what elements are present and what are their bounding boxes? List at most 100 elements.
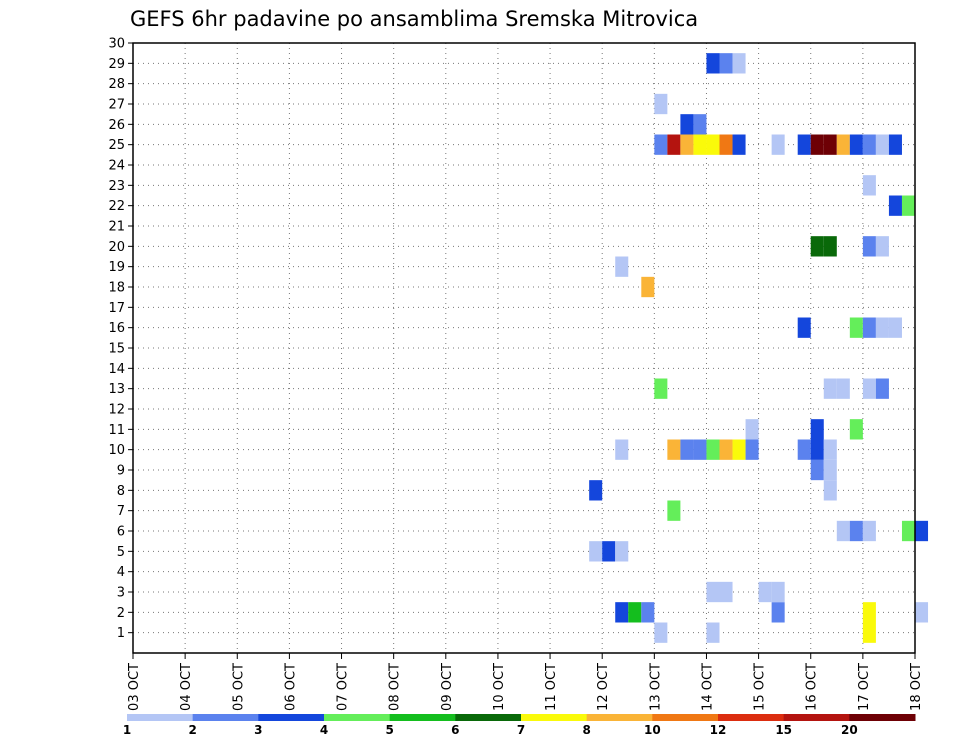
colorbar-swatch: [586, 714, 653, 721]
heatmap-cell: [849, 520, 863, 542]
y-tick-label: 29: [108, 57, 125, 72]
y-tick-label: 13: [108, 382, 125, 397]
colorbar-label: 1: [123, 723, 131, 737]
y-tick-label: 10: [108, 443, 125, 458]
x-tick-label: 18 OCT: [909, 663, 924, 711]
heatmap-cell: [862, 236, 876, 257]
colorbar-label: 2: [188, 723, 196, 737]
y-axis: 1234567891011121314151617181920212223242…: [108, 37, 133, 641]
heatmap-cell: [719, 439, 733, 460]
heatmap-cell: [875, 317, 889, 338]
colorbar: 1 2 3 4 5 6 7 8 10 12 15 20: [123, 714, 916, 737]
heatmap-cell: [654, 622, 668, 643]
heatmap-cell: [732, 53, 746, 74]
heatmap-cell: [667, 439, 681, 460]
y-tick-label: 8: [117, 484, 125, 499]
colorbar-swatch: [258, 714, 325, 721]
colorbar-label: 3: [254, 723, 262, 737]
heatmap-cell: [628, 602, 642, 623]
heatmap-cell: [875, 236, 889, 257]
x-tick-label: 05 OCT: [231, 663, 246, 711]
colorbar-swatch: [783, 714, 850, 721]
heatmap-cell: [797, 134, 811, 155]
x-tick-label: 06 OCT: [283, 663, 298, 711]
y-tick-label: 7: [117, 504, 125, 519]
heatmap-cells: [589, 53, 929, 643]
heatmap-cell: [810, 236, 824, 257]
heatmap-cell: [810, 439, 824, 460]
heatmap-cell: [706, 622, 720, 643]
heatmap-cell: [836, 520, 850, 542]
heatmap-cell: [875, 378, 889, 399]
y-tick-label: 14: [108, 362, 125, 377]
heatmap-cell: [680, 134, 694, 155]
heatmap-cell: [823, 480, 837, 501]
heatmap-cell: [823, 459, 837, 481]
heatmap-cell: [849, 317, 863, 338]
heatmap-cell: [615, 602, 629, 623]
heatmap-cell: [719, 581, 733, 603]
y-tick-label: 24: [108, 159, 125, 174]
heatmap-cell: [641, 276, 655, 298]
x-tick-label: 12 OCT: [596, 663, 611, 711]
colorbar-swatch: [389, 714, 456, 721]
heatmap-cell: [706, 53, 720, 74]
heatmap-cell: [615, 256, 629, 277]
colorbar-label: 5: [385, 723, 393, 737]
heatmap-cell: [589, 541, 603, 562]
heatmap-cell: [810, 134, 824, 155]
x-tick-label: 14 OCT: [700, 663, 715, 711]
heatmap-cell: [589, 480, 603, 501]
heatmap-cell: [706, 134, 720, 155]
y-tick-label: 6: [117, 525, 125, 540]
y-tick-label: 5: [117, 545, 125, 560]
colorbar-swatch: [849, 714, 916, 721]
colorbar-label: 8: [582, 723, 590, 737]
chart-title: GEFS 6hr padavine po ansamblima Sremska …: [130, 7, 698, 31]
heatmap-cell: [693, 439, 707, 460]
y-tick-label: 21: [108, 220, 125, 235]
colorbar-label: 12: [710, 723, 727, 737]
heatmap-cell: [615, 439, 629, 460]
y-tick-label: 11: [108, 423, 125, 438]
heatmap-cell: [862, 317, 876, 338]
x-tick-label: 09 OCT: [440, 663, 455, 711]
x-tick-label: 15 OCT: [753, 663, 768, 711]
colorbar-label: 10: [644, 723, 661, 737]
heatmap-cell: [810, 459, 824, 481]
heatmap-cell: [771, 602, 785, 623]
heatmap-cell: [849, 134, 863, 155]
y-tick-label: 27: [108, 98, 125, 113]
heatmap-cell: [758, 581, 772, 603]
heatmap-cell: [797, 439, 811, 460]
heatmap-cell: [888, 317, 902, 338]
y-tick-label: 3: [117, 586, 125, 601]
x-tick-label: 17 OCT: [857, 663, 872, 711]
heatmap-cell: [836, 134, 850, 155]
y-tick-label: 1: [117, 626, 125, 641]
y-tick-label: 18: [108, 281, 125, 296]
y-tick-label: 17: [108, 301, 125, 316]
heatmap-cell: [862, 175, 876, 196]
heatmap-cell: [719, 53, 733, 74]
heatmap-cell: [667, 500, 681, 521]
heatmap-cell: [862, 520, 876, 542]
x-axis: 03 OCT 04 OCT 05 OCT 06 OCT 07 OCT 08 OCT 09 O…: [127, 653, 924, 711]
y-tick-label: 9: [117, 464, 125, 479]
x-tick-label: 10 OCT: [492, 663, 507, 711]
heatmap-cell: [654, 378, 668, 399]
colorbar-label: 20: [841, 723, 858, 737]
heatmap-cell: [706, 581, 720, 603]
heatmap-cell: [641, 602, 655, 623]
heatmap-cell: [745, 439, 759, 460]
heatmap-cell: [862, 134, 876, 155]
x-tick-label: 16 OCT: [805, 663, 820, 711]
heatmap-cell: [862, 622, 876, 643]
heatmap-cell: [771, 134, 785, 155]
x-tick-label: 11 OCT: [544, 663, 559, 711]
heatmap-cell: [693, 134, 707, 155]
heatmap-cell: [706, 439, 720, 460]
colorbar-swatch: [718, 714, 785, 721]
colorbar-swatch: [127, 714, 194, 721]
colorbar-swatch: [652, 714, 719, 721]
